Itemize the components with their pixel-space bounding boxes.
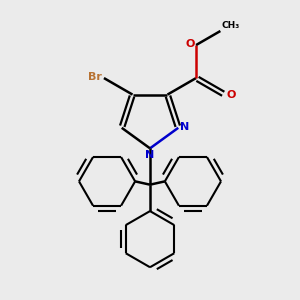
Text: N: N xyxy=(180,122,190,132)
Text: O: O xyxy=(185,39,194,50)
Text: N: N xyxy=(146,150,154,160)
Text: CH₃: CH₃ xyxy=(222,21,240,30)
Text: Br: Br xyxy=(88,72,102,82)
Text: O: O xyxy=(226,90,236,100)
